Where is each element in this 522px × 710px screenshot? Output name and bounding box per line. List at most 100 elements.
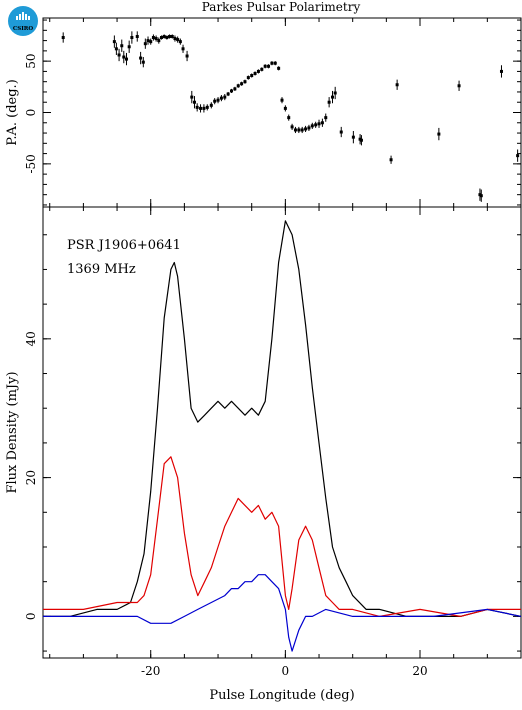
pa-point (185, 50, 189, 62)
y-tick-label: 0 (24, 109, 38, 117)
pa-point (260, 67, 264, 72)
pa-point (479, 189, 483, 202)
pa-marker (181, 47, 185, 51)
pa-marker (479, 194, 483, 198)
y-tick-label: 50 (24, 54, 38, 69)
pa-point (117, 48, 121, 62)
pa-panel: -50 0 50 P.A. (deg.) (5, 17, 522, 208)
pa-marker (151, 36, 155, 40)
pa-marker (283, 106, 287, 110)
pa-point (351, 130, 355, 144)
pa-point (173, 35, 177, 42)
pa-point (233, 86, 237, 91)
pa-marker (146, 39, 150, 43)
x-axis-label: Pulse Longitude (deg) (209, 688, 354, 703)
y-axis-label: P.A. (deg.) (5, 79, 20, 146)
pa-marker (143, 42, 147, 46)
pa-point (230, 88, 234, 93)
pa-marker (120, 44, 124, 48)
pa-point (516, 149, 520, 162)
pa-point (304, 125, 308, 133)
pa-point (139, 51, 143, 65)
logo-text: CSIRO (13, 26, 33, 32)
flux-series-line-0 (43, 220, 522, 618)
pa-marker (250, 74, 254, 78)
pa-marker (324, 116, 328, 120)
pa-marker (320, 121, 324, 125)
pa-marker (165, 36, 169, 40)
pa-point (162, 34, 166, 39)
figure-title: Parkes Pulsar Polarimetry (202, 0, 361, 14)
pa-marker (236, 84, 240, 88)
pa-point (61, 32, 65, 43)
pa-marker (277, 66, 281, 70)
flux-panel: -20 0 20 0 20 40 Flux Density (mJy) Pulse Longi… (5, 206, 522, 703)
pa-marker (135, 34, 139, 38)
pa-marker (205, 105, 209, 109)
y-tick-label: 20 (24, 470, 38, 485)
pa-point (146, 36, 150, 45)
pa-point (300, 126, 304, 134)
pa-marker (280, 98, 284, 102)
pa-point (243, 79, 247, 84)
pa-point (141, 57, 145, 68)
pa-point (359, 135, 363, 146)
y-axis-label: Flux Density (mJy) (5, 371, 20, 493)
pa-point (223, 94, 227, 101)
pa-point (246, 75, 250, 80)
pa-marker (170, 34, 174, 38)
pa-point (240, 81, 244, 86)
pa-point (330, 90, 334, 104)
pa-point (290, 123, 294, 130)
pa-marker (192, 100, 196, 104)
pa-marker (339, 130, 343, 134)
pa-marker (304, 127, 308, 131)
pa-marker (149, 40, 153, 44)
pa-point (297, 126, 301, 134)
pa-marker (243, 80, 247, 84)
pa-marker (263, 64, 267, 68)
pa-marker (359, 138, 363, 142)
pa-point (499, 65, 503, 78)
x-tick-label: -20 (141, 664, 160, 678)
pa-marker (130, 36, 134, 40)
pa-point (263, 64, 267, 69)
pa-marker (154, 37, 158, 41)
pa-point (389, 155, 393, 164)
pa-marker (351, 135, 355, 139)
pa-marker (190, 95, 194, 99)
pa-marker (157, 39, 161, 43)
pa-marker (127, 45, 131, 49)
pa-marker (300, 128, 304, 132)
pa-point (320, 118, 324, 127)
flux-series-line-1 (43, 456, 521, 618)
pa-point (314, 121, 318, 128)
pa-point (273, 61, 277, 66)
pa-point (135, 31, 139, 42)
pa-marker (270, 61, 274, 65)
pa-point (333, 86, 337, 100)
pa-point (165, 35, 169, 40)
pa-marker (389, 158, 393, 162)
pa-point (202, 104, 206, 113)
pa-point (457, 80, 461, 91)
pa-point (253, 71, 257, 76)
pa-marker (162, 34, 166, 38)
pa-point (219, 95, 223, 102)
pa-point (283, 105, 287, 112)
annotation-text: 1369 MHz (67, 262, 136, 277)
pa-marker (223, 95, 227, 99)
pa-point (127, 40, 131, 53)
pa-marker (168, 34, 172, 38)
pa-marker (185, 54, 189, 58)
pa-marker (333, 91, 337, 95)
pa-marker (216, 98, 220, 102)
pa-marker (202, 106, 206, 110)
pa-point (310, 122, 314, 129)
pa-point (195, 103, 199, 112)
pa-point (112, 35, 116, 48)
pa-point (151, 34, 155, 41)
logo-bar (25, 14, 27, 20)
pa-marker (330, 95, 334, 99)
